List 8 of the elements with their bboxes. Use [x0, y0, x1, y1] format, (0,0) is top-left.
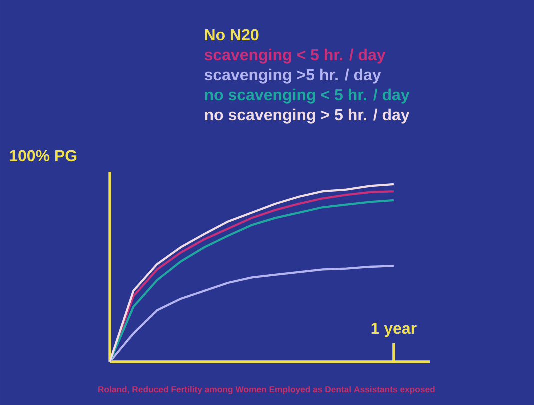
text: no scavenging > 5 hr. / day: [205, 108, 410, 124]
annotation: 1 year: [372, 322, 417, 338]
y-axis-title: 100% PG: [10, 150, 77, 162]
text: scavenging >5 hr. / day: [204, 68, 382, 84]
text: scavenging < 5 hr. / day: [204, 48, 386, 64]
text: No N20: [205, 29, 259, 41]
text: no scavenging < 5 hr. / day: [205, 88, 410, 104]
text: Roland, Reduced Fertility among Women Employed as Dental Assistants exposed: [98, 386, 435, 394]
